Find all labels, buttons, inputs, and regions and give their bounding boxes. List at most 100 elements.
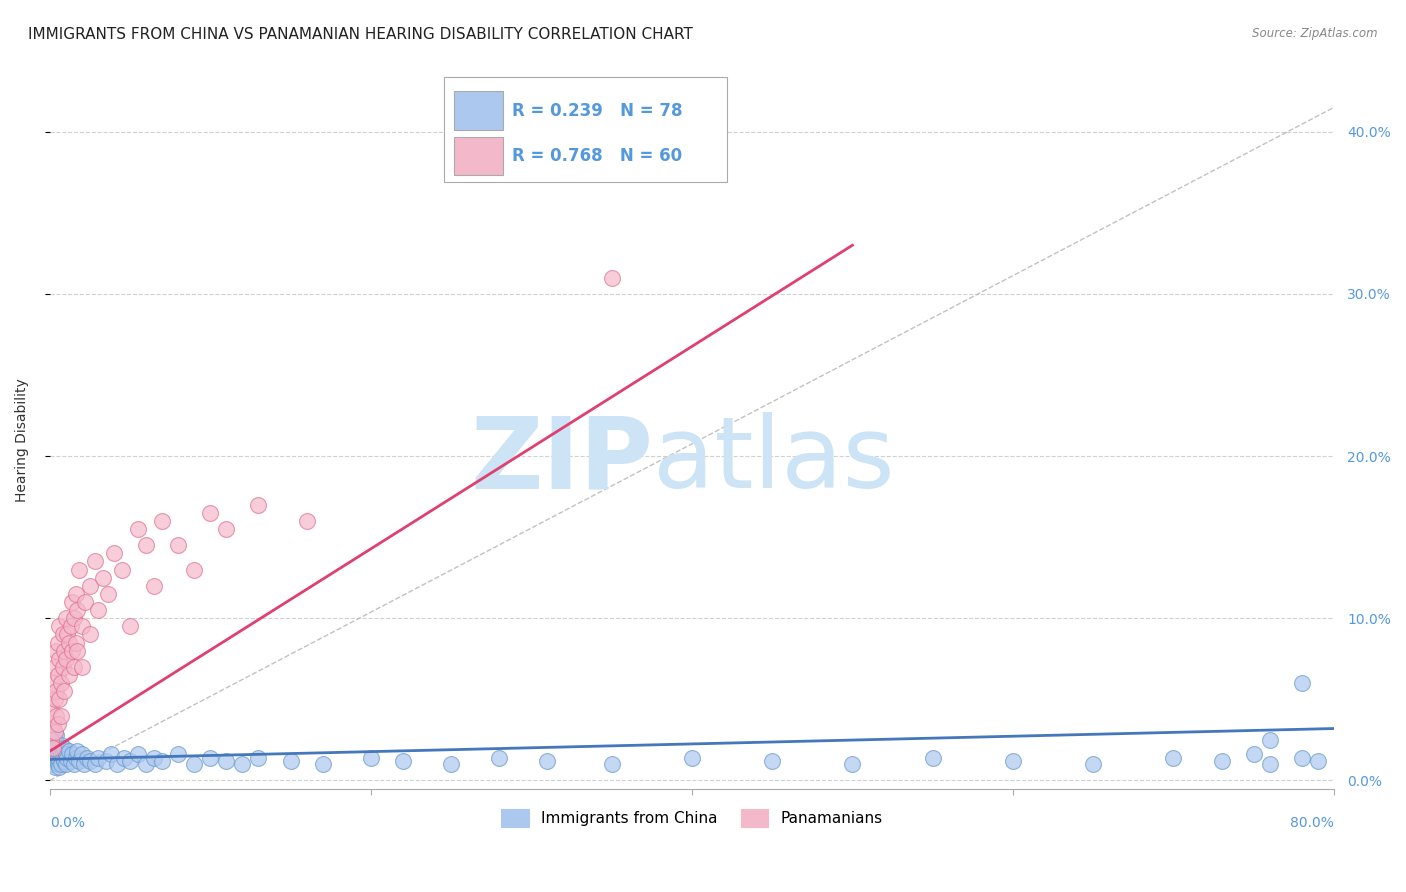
Point [58, 668, 80, 682]
Point [49, 747, 72, 762]
Point [52, 627, 75, 641]
Point [83, 554, 105, 568]
Point [53, 741, 76, 756]
Point [231, 757, 253, 772]
Point [44, 732, 66, 747]
Point [46, 668, 69, 682]
Point [52, 744, 75, 758]
Point [46, 750, 69, 764]
Text: Source: ZipAtlas.com: Source: ZipAtlas.com [1253, 27, 1378, 40]
Point [44, 744, 66, 758]
Point [70, 660, 93, 674]
Point [83, 757, 105, 772]
Point [45, 728, 67, 742]
Point [48, 754, 70, 768]
Point [135, 538, 157, 552]
Point [841, 757, 863, 772]
Point [143, 579, 166, 593]
Point [247, 498, 270, 512]
Point [488, 750, 510, 764]
Point [46, 744, 69, 758]
Point [103, 546, 125, 560]
Point [58, 635, 80, 649]
Point [79, 627, 101, 641]
Point [1258, 732, 1281, 747]
Point [100, 747, 122, 762]
Point [49, 708, 72, 723]
Point [120, 754, 142, 768]
Text: 80.0%: 80.0% [1291, 816, 1334, 830]
Point [41, 700, 63, 714]
Point [91, 571, 114, 585]
Point [63, 611, 86, 625]
Point [45, 643, 67, 657]
Point [70, 747, 93, 762]
Point [55, 611, 77, 625]
Point [360, 750, 382, 764]
Point [67, 754, 90, 768]
Point [42, 757, 65, 772]
Point [53, 684, 76, 698]
Text: ZIP: ZIP [471, 412, 654, 509]
Point [59, 754, 82, 768]
Point [600, 270, 623, 285]
Point [200, 506, 222, 520]
Point [280, 754, 302, 768]
Point [167, 538, 190, 552]
Point [247, 750, 270, 764]
Point [53, 754, 76, 768]
Point [46, 635, 69, 649]
Point [42, 741, 65, 756]
Point [167, 747, 190, 762]
Point [67, 563, 90, 577]
Point [112, 750, 135, 764]
Point [48, 652, 70, 666]
Bar [454, 136, 503, 175]
Point [150, 754, 173, 768]
Point [45, 708, 67, 723]
Point [536, 754, 558, 768]
Point [66, 744, 89, 758]
Point [1306, 754, 1329, 768]
Point [761, 754, 783, 768]
Point [58, 744, 80, 758]
Point [66, 643, 89, 657]
Point [55, 747, 77, 762]
Point [60, 747, 83, 762]
Point [76, 750, 98, 764]
Point [111, 563, 134, 577]
Point [1243, 747, 1265, 762]
Point [46, 757, 69, 772]
Point [143, 750, 166, 764]
Text: IMMIGRANTS FROM CHINA VS PANAMANIAN HEARING DISABILITY CORRELATION CHART: IMMIGRANTS FROM CHINA VS PANAMANIAN HEAR… [28, 27, 693, 42]
Point [44, 692, 66, 706]
Point [75, 595, 97, 609]
Point [44, 754, 66, 768]
Point [42, 676, 65, 690]
Point [183, 563, 205, 577]
Point [45, 747, 67, 762]
Point [60, 643, 83, 657]
Point [1163, 750, 1185, 764]
Point [52, 750, 75, 764]
Point [60, 595, 83, 609]
Point [44, 760, 66, 774]
Point [56, 750, 79, 764]
Point [53, 643, 76, 657]
Point [127, 747, 149, 762]
Point [440, 757, 463, 772]
Point [65, 635, 87, 649]
Point [72, 757, 94, 772]
Y-axis label: Hearing Disability: Hearing Disability [15, 378, 30, 501]
Point [45, 684, 67, 698]
Point [97, 587, 120, 601]
Point [41, 741, 63, 756]
Point [1001, 754, 1024, 768]
Legend: Immigrants from China, Panamanians: Immigrants from China, Panamanians [495, 804, 889, 833]
Point [55, 757, 77, 772]
Point [48, 692, 70, 706]
Point [65, 750, 87, 764]
Point [49, 757, 72, 772]
Point [312, 757, 335, 772]
Point [48, 760, 70, 774]
